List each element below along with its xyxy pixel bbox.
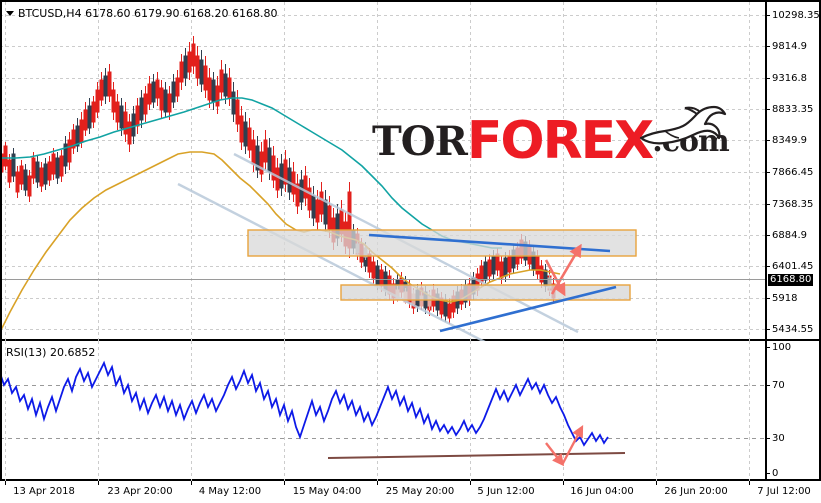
forecast-arrow-up <box>550 243 582 295</box>
price-chart-svg <box>0 2 765 343</box>
time-axis: 13 Apr 2018 23 Apr 20:00 4 May 12:00 15 … <box>0 481 821 503</box>
time-tick <box>191 481 192 485</box>
time-tick <box>377 481 378 485</box>
rsi-arrow-down <box>545 442 565 467</box>
time-tick-label: 4 May 12:00 <box>198 486 262 497</box>
axis-tick <box>765 204 770 205</box>
time-tick-label: 23 Apr 20:00 <box>107 486 173 497</box>
axis-tick <box>765 347 770 348</box>
rsi-level-lines <box>0 385 765 439</box>
axis-tick <box>765 172 770 173</box>
logo-text-tor: TOR <box>372 117 468 165</box>
time-tick-label: 26 Jun 20:00 <box>664 486 728 497</box>
wedge-lower-line <box>439 285 617 333</box>
bull-icon <box>639 105 726 145</box>
rsi-arrow-up <box>560 425 584 466</box>
current-price-line <box>0 279 765 280</box>
chart-left-border <box>0 0 2 481</box>
forecast-arrow-down <box>544 259 566 297</box>
time-tick-label: 5 Jun 12:00 <box>477 486 535 497</box>
axis-tick <box>765 329 770 330</box>
rsi-axis-separator <box>765 341 767 481</box>
horizontal-gridlines <box>0 15 765 330</box>
axis-tick <box>765 15 770 16</box>
time-tick <box>749 481 750 485</box>
time-tick-label: 16 Jun 04:00 <box>570 486 634 497</box>
forecast-arrows[interactable] <box>544 243 582 297</box>
price-plot-area[interactable] <box>0 2 765 343</box>
price-tick-label: 8349.9 <box>772 135 807 146</box>
torforex-logo: TOR FOREX .com <box>372 105 730 172</box>
rsi-tick-label: 70 <box>772 380 785 391</box>
price-tick-label: 9316.8 <box>772 73 807 84</box>
time-tick-label: 13 Apr 2018 <box>13 486 75 497</box>
rsi-chart-svg <box>0 341 765 481</box>
rsi-line <box>0 360 609 447</box>
price-tick-label: 5434.55 <box>772 324 814 335</box>
time-tick-label: 15 May 04:00 <box>292 486 362 497</box>
rsi-plot-area[interactable] <box>0 341 765 481</box>
time-tick <box>284 481 285 485</box>
axis-tick <box>765 140 770 141</box>
price-axis-separator <box>765 0 767 341</box>
axis-tick <box>765 385 770 386</box>
candlestick-series <box>0 36 352 258</box>
price-tick-label: 7368.35 <box>772 199 814 210</box>
logo-text-forex: FOREX <box>466 111 654 171</box>
price-tick-label: 6884.9 <box>772 230 807 241</box>
axis-tick <box>765 46 770 47</box>
axis-tick <box>765 235 770 236</box>
time-tick <box>563 481 564 485</box>
ma-slow-line <box>0 97 502 249</box>
rsi-forecast-arrows[interactable] <box>545 425 584 467</box>
caret-down-icon[interactable] <box>6 11 14 16</box>
time-tick-label: 7 Jul 12:00 <box>757 486 811 497</box>
chart-right-border <box>819 0 821 481</box>
time-tick <box>656 481 657 485</box>
axis-tick <box>765 298 770 299</box>
axis-tick <box>765 78 770 79</box>
rsi-tick-label: 0 <box>772 468 779 479</box>
channel-lower-line <box>177 182 490 343</box>
price-tick-label: 7866.45 <box>772 167 814 178</box>
price-panel: BTCUSD,H4 6178.60 6179.90 6168.20 6168.8… <box>0 0 821 343</box>
rsi-tick-label: 30 <box>772 433 785 444</box>
rsi-tick-label: 100 <box>772 342 792 353</box>
price-tick-label: 9814.9 <box>772 41 807 52</box>
time-tick <box>98 481 99 485</box>
rsi-indicator-label: RSI(13) 20.6852 <box>6 346 96 359</box>
time-tick-label: 25 May 20:00 <box>385 486 455 497</box>
rsi-panel: RSI(13) 20.6852 100 70 30 0 <box>0 341 821 481</box>
current-price-badge: 6168.80 <box>768 274 814 286</box>
price-tick-label: 6401.45 <box>772 261 814 272</box>
time-tick <box>5 481 6 485</box>
symbol-ohlc-label: BTCUSD,H4 6178.60 6179.90 6168.20 6168.8… <box>18 7 278 20</box>
axis-tick <box>765 473 770 474</box>
axis-tick <box>765 109 770 110</box>
axis-tick <box>765 438 770 439</box>
price-tick-label: 10298.35 <box>772 10 820 21</box>
support-zone[interactable] <box>340 284 631 301</box>
rsi-support-trendline[interactable] <box>327 452 626 459</box>
price-tick-label: 5918 <box>772 293 798 304</box>
price-tick-label: 8833.35 <box>772 104 814 115</box>
axis-tick <box>765 266 770 267</box>
time-tick <box>470 481 471 485</box>
